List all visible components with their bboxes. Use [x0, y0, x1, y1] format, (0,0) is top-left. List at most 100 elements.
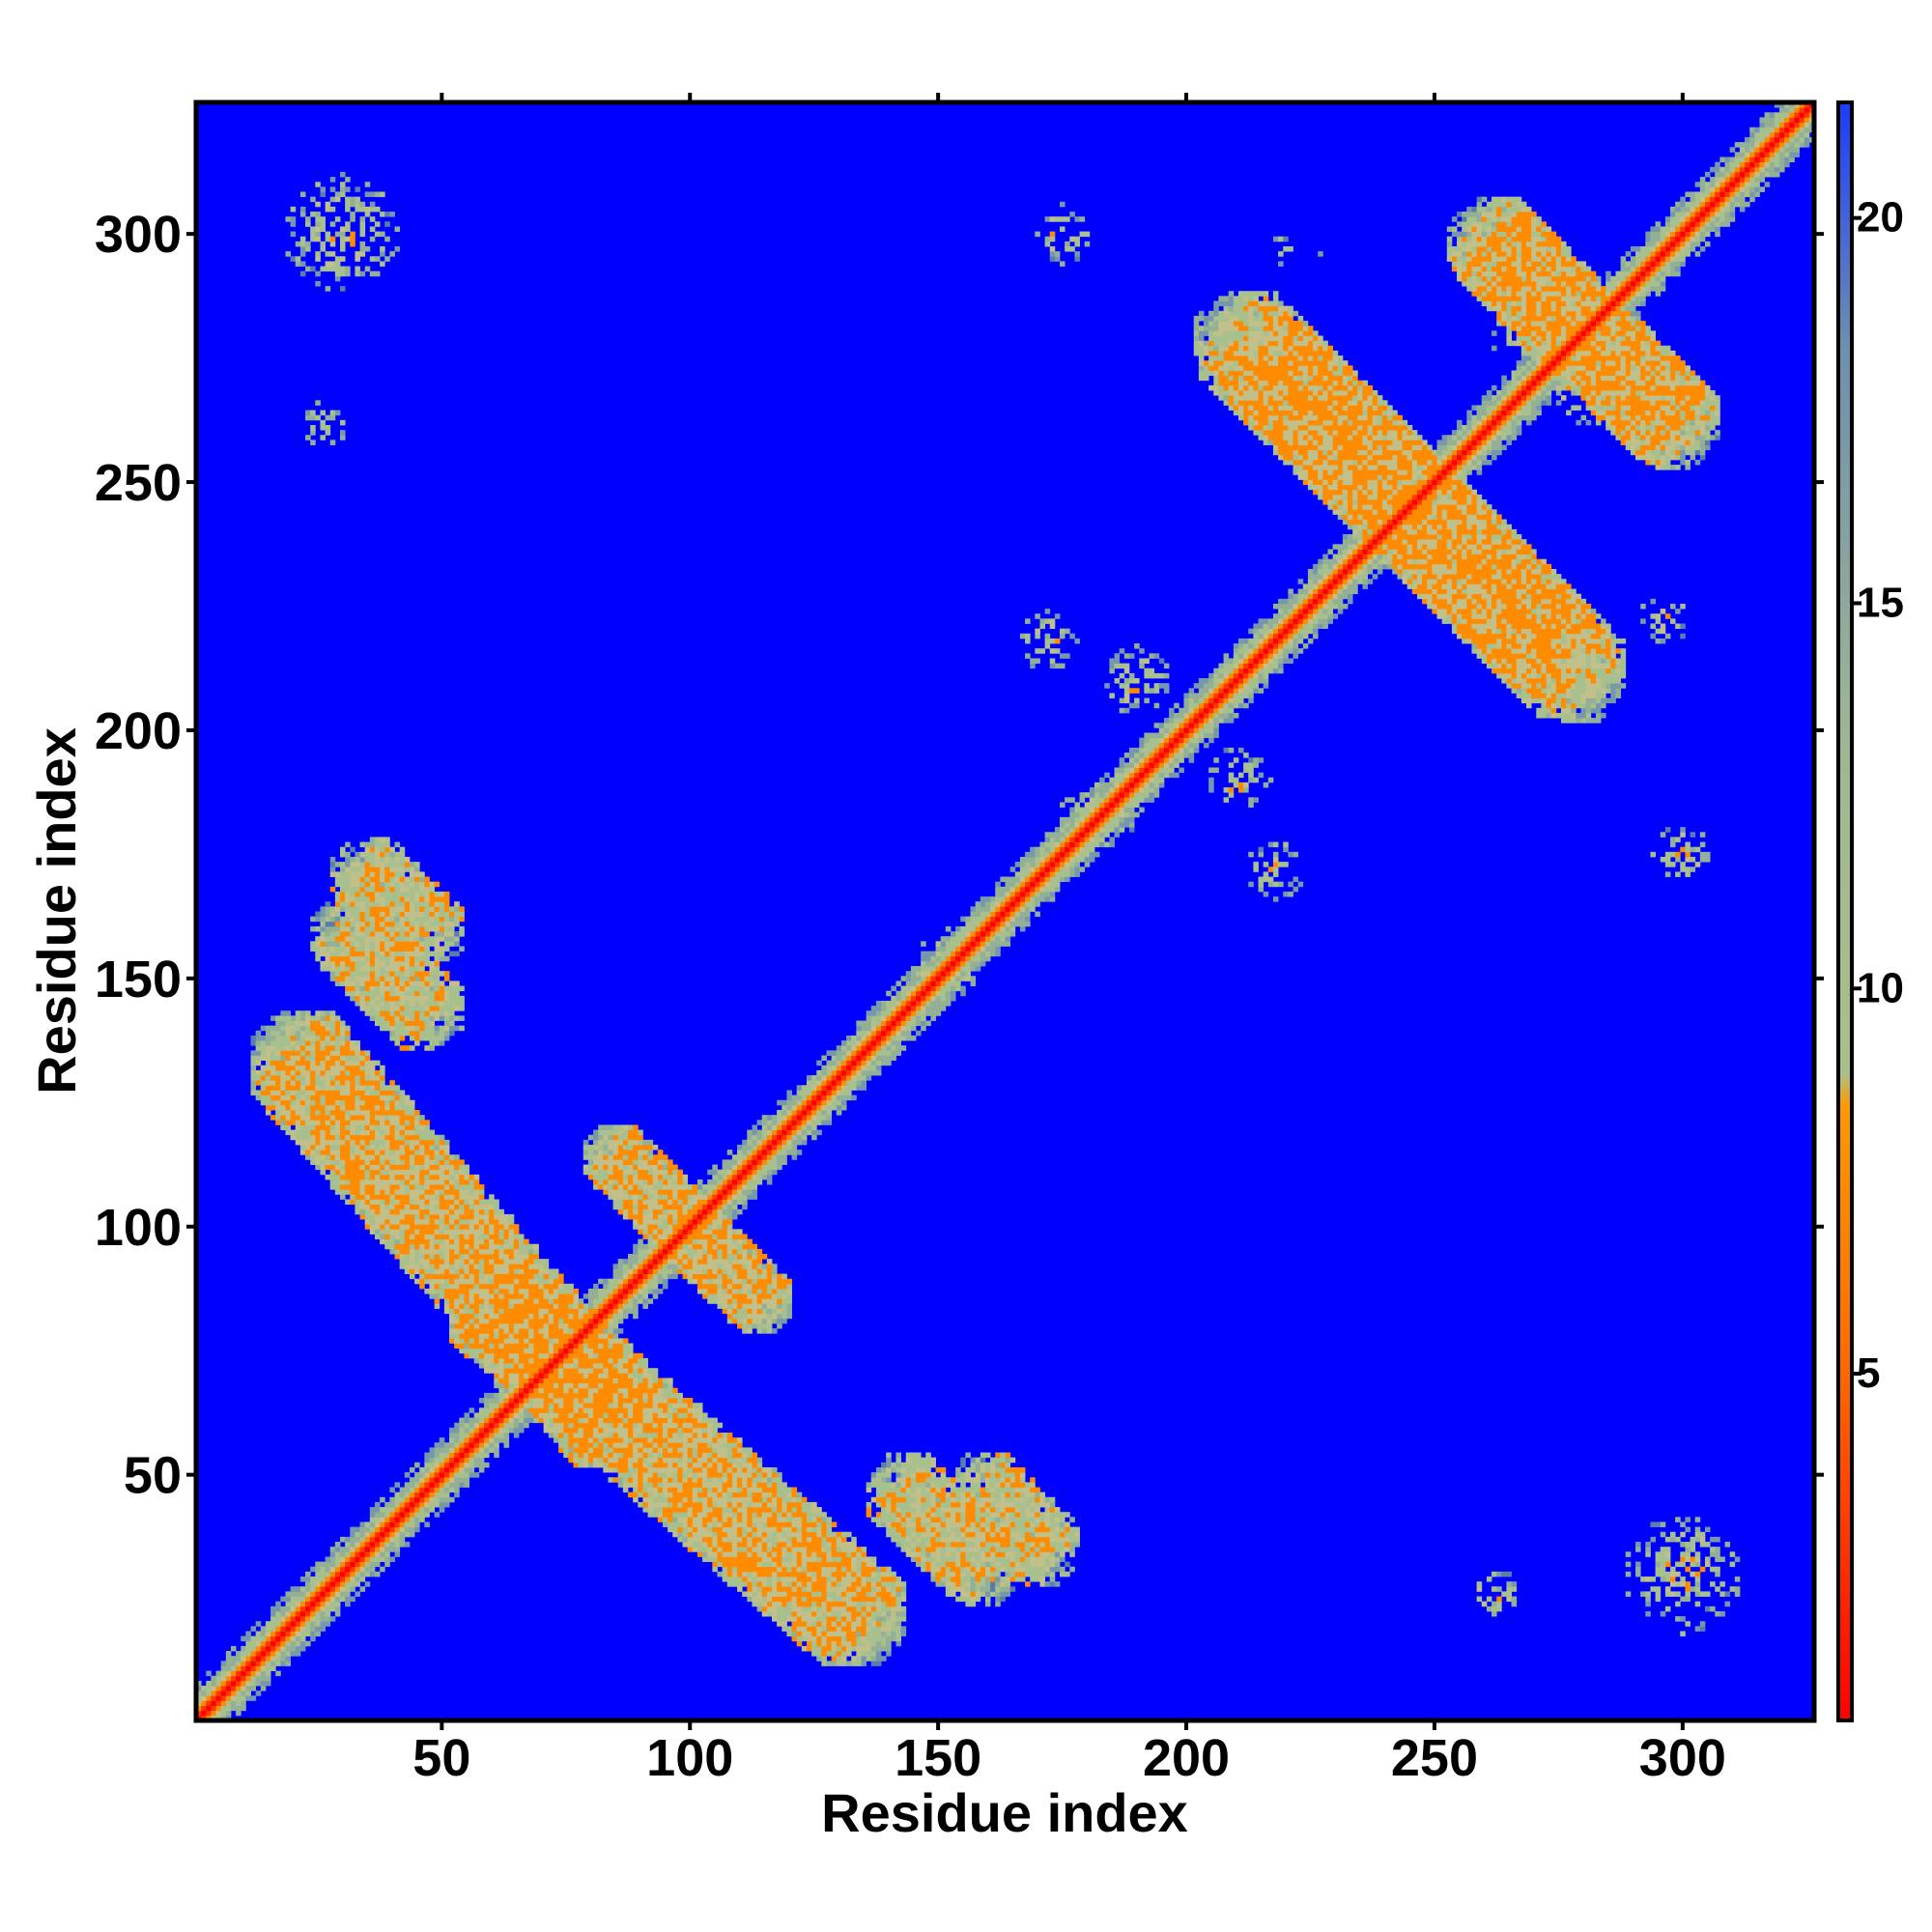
- heatmap-cell: [350, 1115, 355, 1121]
- heatmap-cell: [250, 1075, 257, 1081]
- heatmap-cell: [459, 1437, 465, 1443]
- heatmap-cell: [404, 1159, 411, 1165]
- heatmap-cell: [489, 1313, 495, 1320]
- heatmap-cell: [473, 1442, 480, 1448]
- heatmap-cell: [513, 1333, 520, 1339]
- heatmap-cell: [489, 1298, 495, 1304]
- heatmap-cell: [345, 1184, 351, 1190]
- heatmap-cell: [459, 916, 465, 923]
- heatmap-cell: [543, 1407, 550, 1413]
- heatmap-cell: [334, 1055, 341, 1062]
- heatmap-cell: [329, 1601, 336, 1607]
- heatmap-cell: [628, 1482, 634, 1488]
- heatmap-cell: [454, 1000, 460, 1007]
- heatmap-cell: [498, 1248, 504, 1255]
- heatmap-cell: [394, 891, 401, 897]
- heatmap-cell: [315, 1120, 321, 1125]
- heatmap-cell: [449, 1432, 455, 1438]
- heatmap-cell: [329, 1581, 336, 1587]
- heatmap-cell: [255, 1631, 262, 1637]
- heatmap-cell: [380, 1174, 385, 1180]
- heatmap-cell: [543, 1308, 550, 1315]
- heatmap-cell: [419, 1204, 425, 1210]
- heatmap-cell: [350, 1134, 355, 1141]
- heatmap-cell: [305, 1055, 311, 1062]
- heatmap-cell: [434, 1496, 440, 1503]
- heatmap-cell: [380, 1496, 385, 1503]
- heatmap-cell: [290, 1030, 297, 1037]
- heatmap-cell: [345, 862, 351, 867]
- heatmap-cell: [612, 1169, 619, 1176]
- heatmap-cell: [245, 1656, 251, 1662]
- heatmap-cell: [587, 1144, 594, 1151]
- heatmap-cell: [359, 976, 366, 981]
- heatmap-cell: [424, 985, 430, 992]
- heatmap-cell: [265, 1060, 271, 1066]
- heatmap-cell: [434, 1264, 440, 1269]
- heatmap-cell: [404, 1199, 411, 1206]
- heatmap-cell: [612, 1179, 619, 1185]
- heatmap-cell: [593, 1150, 599, 1155]
- heatmap-cell: [404, 896, 411, 902]
- heatmap-cell: [394, 1179, 401, 1185]
- heatmap-cell: [489, 1208, 495, 1215]
- heatmap-cell: [225, 1651, 232, 1657]
- heatmap-cell: [582, 1437, 589, 1443]
- heatmap-cell: [612, 1452, 619, 1459]
- heatmap-cell: [424, 990, 430, 997]
- heatmap-cell: [424, 1169, 430, 1176]
- heatmap-cell: [325, 1045, 331, 1051]
- heatmap-cell: [582, 1357, 589, 1364]
- heatmap-cell: [429, 1248, 436, 1255]
- heatmap-cell: [434, 951, 440, 957]
- heatmap-cell: [380, 1219, 385, 1225]
- heatmap-cell: [299, 1139, 306, 1146]
- heatmap-cell: [548, 1387, 554, 1394]
- heatmap-cell: [638, 1298, 643, 1304]
- heatmap-cell: [394, 1174, 401, 1180]
- heatmap-cell: [206, 1700, 212, 1706]
- heatmap-cell: [528, 1403, 534, 1408]
- heatmap-cell: [449, 1333, 455, 1339]
- heatmap-cell: [325, 901, 331, 907]
- heatmap-cell: [469, 1322, 475, 1329]
- heatmap-cell: [622, 1398, 629, 1404]
- heatmap-cell: [394, 1517, 401, 1522]
- heatmap-cell: [364, 1219, 371, 1225]
- heatmap-cell: [325, 1581, 331, 1587]
- heatmap-cell: [364, 1139, 371, 1146]
- heatmap-cell: [399, 846, 406, 853]
- heatmap-cell: [548, 1432, 554, 1438]
- heatmap-cell: [280, 1010, 286, 1016]
- heatmap-cell: [429, 1283, 436, 1290]
- heatmap-cell: [364, 1085, 371, 1091]
- heatmap-cell: [290, 206, 297, 213]
- heatmap-cell: [305, 1144, 311, 1151]
- heatmap-cell: [657, 1407, 664, 1413]
- heatmap-cell: [449, 1338, 455, 1344]
- heatmap-cell: [434, 1179, 440, 1185]
- heatmap-cell: [628, 1417, 634, 1424]
- heatmap-cell: [464, 1442, 469, 1448]
- heatmap-cell: [587, 1169, 594, 1176]
- heatmap-cell: [409, 1035, 415, 1041]
- heatmap-cell: [409, 966, 415, 972]
- heatmap-cell: [359, 216, 366, 222]
- heatmap-cell: [265, 1069, 271, 1076]
- heatmap-cell: [484, 1308, 490, 1315]
- heatmap-cell: [315, 1164, 321, 1171]
- heatmap-cell: [225, 1686, 232, 1691]
- heatmap-cell: [389, 1536, 395, 1543]
- heatmap-cell: [310, 1586, 316, 1592]
- heatmap-cell: [369, 1174, 376, 1180]
- heatmap-cell: [657, 1437, 664, 1443]
- heatmap-cell: [201, 1710, 207, 1717]
- heatmap-cell: [404, 1124, 411, 1130]
- heatmap-cell: [419, 1184, 425, 1190]
- heatmap-cell: [464, 1283, 469, 1290]
- heatmap-cell: [384, 1556, 390, 1562]
- heatmap-cell: [409, 1229, 415, 1235]
- heatmap-cell: [285, 1645, 292, 1652]
- heatmap-cell: [498, 1392, 504, 1399]
- heatmap-cell: [369, 1229, 376, 1235]
